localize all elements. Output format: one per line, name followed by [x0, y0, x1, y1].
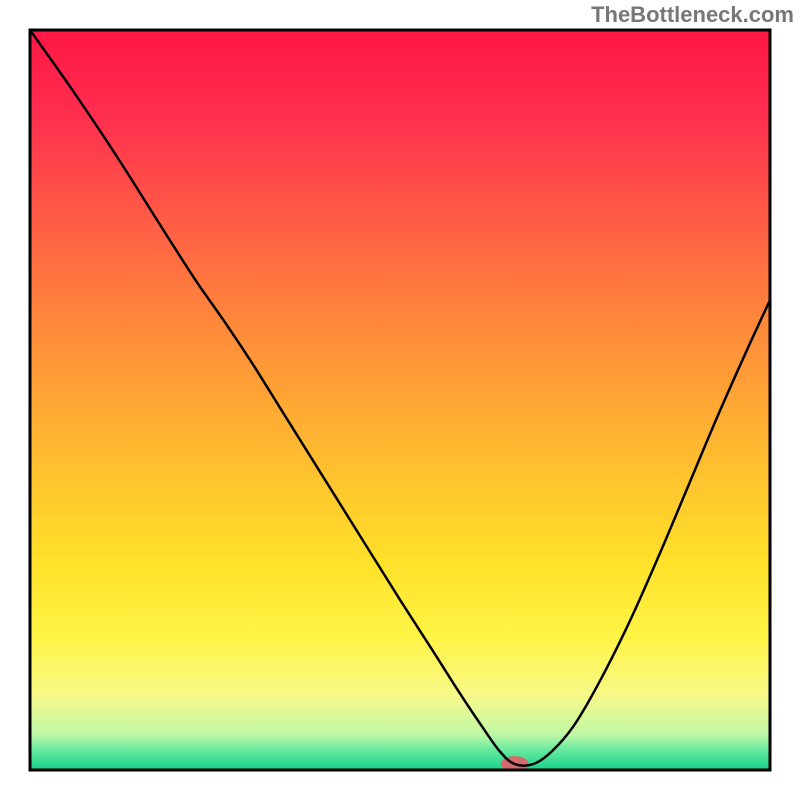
- chart-stage: TheBottleneck.com: [0, 0, 800, 800]
- gradient-background: [30, 30, 770, 770]
- watermark-text: TheBottleneck.com: [591, 2, 794, 28]
- bottleneck-chart: [0, 0, 800, 800]
